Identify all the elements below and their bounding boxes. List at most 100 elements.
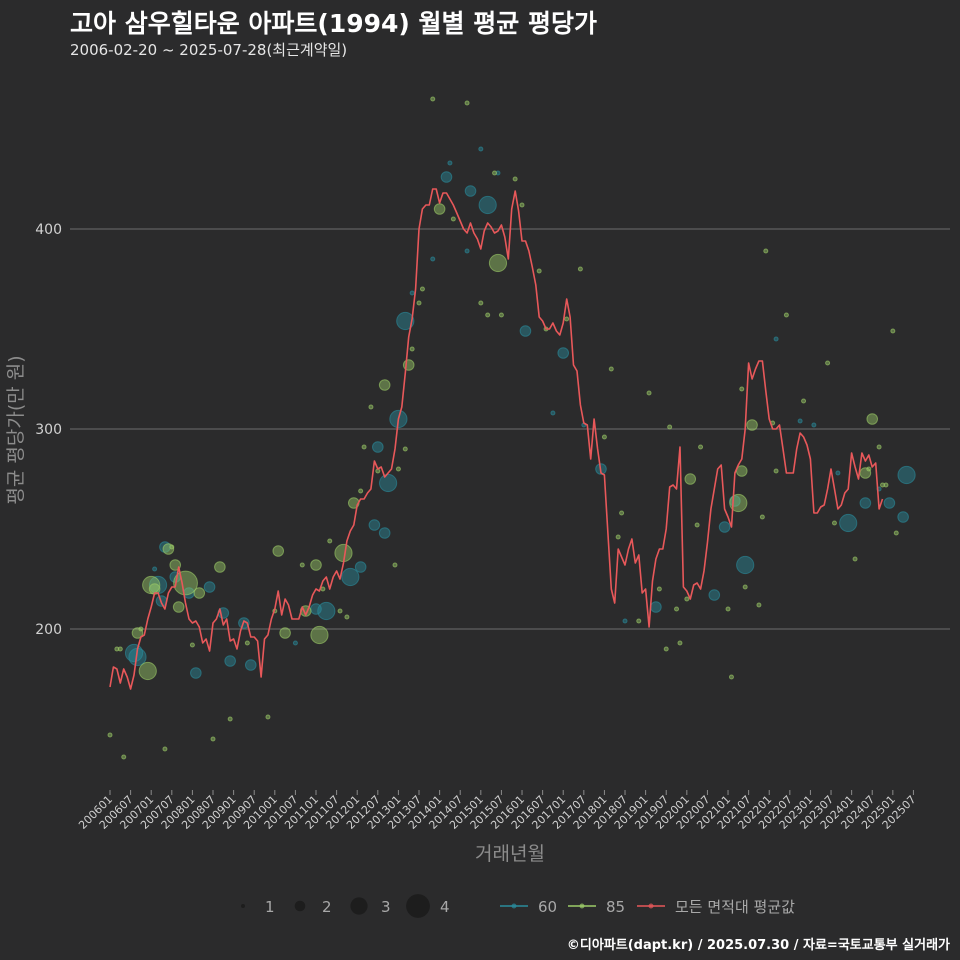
data-point-85 <box>169 544 175 550</box>
data-point-85 <box>536 268 542 274</box>
data-point-60 <box>708 589 721 601</box>
data-point-85 <box>131 627 144 639</box>
data-point-85 <box>728 674 734 680</box>
data-point-85 <box>416 300 422 306</box>
data-point-85 <box>173 570 198 596</box>
data-point-85 <box>117 646 123 652</box>
data-point-85 <box>409 346 415 352</box>
data-point-60 <box>430 256 436 262</box>
data-point-85 <box>210 736 216 742</box>
data-point-85 <box>162 746 168 752</box>
data-point-60 <box>883 497 896 509</box>
legend-series-label: 85 <box>606 898 625 916</box>
data-point-85 <box>880 482 886 488</box>
data-point-60 <box>409 290 415 296</box>
legend: 1 2 3 4 60 85 모든 면적대 평균값 <box>241 894 795 918</box>
data-point-85 <box>512 176 518 182</box>
data-point-85 <box>876 444 882 450</box>
data-point-85 <box>759 514 765 520</box>
data-point-85 <box>783 312 789 318</box>
data-point-85 <box>430 96 436 102</box>
data-point-60 <box>478 195 497 215</box>
bubble-layer <box>107 96 916 760</box>
legend-size-swatch <box>294 900 306 912</box>
data-point-85 <box>433 203 446 215</box>
y-axis-label: 평균 평당가(만 원) <box>5 355 27 504</box>
data-point-85 <box>866 466 872 472</box>
data-point-85 <box>162 543 175 555</box>
data-point-85 <box>310 625 329 645</box>
data-point-60 <box>495 170 501 176</box>
data-point-85 <box>773 468 779 474</box>
data-point-85 <box>739 386 745 392</box>
legend-size-label: 2 <box>322 898 332 916</box>
data-point-85 <box>883 482 889 488</box>
data-point-85 <box>694 522 700 528</box>
data-point-60 <box>292 640 298 646</box>
data-point-60 <box>354 561 367 573</box>
x-axis-label: 거래년월 <box>475 843 545 865</box>
data-point-85 <box>327 538 333 544</box>
data-point-85 <box>265 714 271 720</box>
data-point-85 <box>392 562 398 568</box>
data-point-85 <box>121 754 127 760</box>
data-point-85 <box>310 559 322 571</box>
data-point-85 <box>488 253 508 273</box>
data-point-60 <box>519 325 532 337</box>
data-point-60 <box>897 465 916 485</box>
data-point-85 <box>801 398 807 404</box>
average-line-layer <box>109 188 884 690</box>
data-point-85 <box>138 661 157 681</box>
data-point-60 <box>190 667 202 679</box>
data-point-85 <box>866 413 879 425</box>
data-point-60 <box>650 601 662 613</box>
data-point-85 <box>498 312 504 318</box>
legend-size-label: 3 <box>381 898 391 916</box>
legend-size-swatch <box>350 897 368 915</box>
data-point-60 <box>379 473 398 493</box>
chart-subtitle: 2006-02-20 ~ 2025-07-28(최근계약일) <box>70 41 348 59</box>
data-point-60 <box>244 659 257 671</box>
data-point-85 <box>698 444 704 450</box>
data-point-85 <box>564 316 570 322</box>
y-tick-label: 200 <box>35 622 62 638</box>
data-point-60 <box>811 422 817 428</box>
credit-footer: ©디아파트(dapt.kr) / 2025.07.30 / 자료=국토교통부 실… <box>566 938 950 953</box>
data-point-85 <box>299 562 305 568</box>
data-point-85 <box>636 618 642 624</box>
gridlines <box>70 228 950 630</box>
data-point-85 <box>361 444 367 450</box>
data-point-60 <box>736 555 755 575</box>
legend-series-label: 모든 면적대 평균값 <box>675 898 795 916</box>
data-point-85 <box>138 626 144 632</box>
data-point-85 <box>214 561 226 573</box>
data-point-85 <box>663 646 669 652</box>
data-point-60 <box>152 566 158 572</box>
data-point-60 <box>447 160 453 166</box>
data-point-85 <box>227 716 233 722</box>
data-point-85 <box>674 606 680 612</box>
data-point-85 <box>464 100 470 106</box>
data-point-60 <box>835 470 841 476</box>
data-point-85 <box>320 586 326 592</box>
data-point-60 <box>464 185 477 197</box>
data-point-60 <box>464 248 470 254</box>
data-point-85 <box>615 534 621 540</box>
y-tick-label: 300 <box>35 422 62 438</box>
data-point-60 <box>378 527 391 539</box>
legend-series-label: 60 <box>538 898 557 916</box>
legend-size-label: 4 <box>440 898 450 916</box>
data-point-85 <box>358 488 364 494</box>
data-point-60 <box>550 410 556 416</box>
data-point-85 <box>395 466 401 472</box>
data-point-60 <box>224 655 236 667</box>
data-point-85 <box>244 640 250 646</box>
data-point-85 <box>114 646 120 652</box>
data-point-85 <box>344 614 350 620</box>
data-point-85 <box>746 419 758 431</box>
data-point-60 <box>341 567 360 587</box>
data-point-85 <box>193 587 206 599</box>
data-point-60 <box>203 581 216 593</box>
data-point-60 <box>622 618 628 624</box>
